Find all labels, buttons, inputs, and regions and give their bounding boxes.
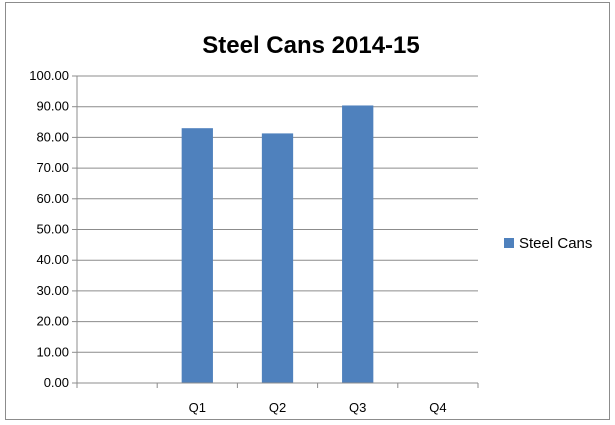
x-tick-label: Q2 <box>269 400 286 415</box>
bar-q3 <box>342 105 374 384</box>
axes <box>76 76 478 384</box>
y-tick-label: 80.00 <box>36 129 69 144</box>
y-tick-label: 70.00 <box>36 160 69 175</box>
y-axis-ticks: 0.00 10.00 20.00 30.00 40.00 50.00 60.00 70.00 8… <box>29 68 77 390</box>
bar-q2 <box>261 133 294 383</box>
y-tick-label: 20.00 <box>36 314 69 329</box>
x-tick-label: Q1 <box>189 400 206 415</box>
y-tick-label: 0.00 <box>44 375 69 390</box>
legend-swatch-steel-cans <box>504 238 514 248</box>
x-axis-ticks: Q1 Q2 Q3 Q4 <box>76 383 479 415</box>
y-tick-label: 40.00 <box>36 252 69 267</box>
legend-label-steel-cans: Steel Cans <box>519 235 592 252</box>
y-tick-label: 50.00 <box>36 222 69 237</box>
y-tick-label: 30.00 <box>36 283 69 298</box>
bar-chart: Steel Cans 2014-15 0.00 10.00 20.00 30.00 40… <box>29 32 592 415</box>
chart-frame: Steel Cans 2014-15 0.00 10.00 20.00 30.00 40… <box>5 2 610 420</box>
x-tick-label: Q3 <box>349 400 366 415</box>
bars <box>181 105 374 384</box>
y-tick-label: 90.00 <box>36 99 69 114</box>
x-tick-label: Q4 <box>429 400 446 415</box>
y-tick-label: 10.00 <box>36 344 69 359</box>
bar-q1 <box>181 128 213 383</box>
y-tick-label: 100.00 <box>29 68 69 83</box>
y-tick-label: 60.00 <box>36 191 69 206</box>
legend: Steel Cans <box>504 235 592 252</box>
chart-title: Steel Cans 2014-15 <box>202 32 419 59</box>
